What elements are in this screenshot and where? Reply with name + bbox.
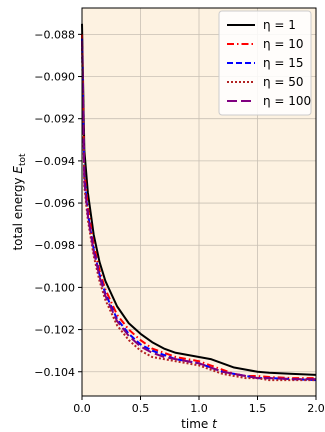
legend: η = 1 η = 10 η = 15 η = 50 η = 100 xyxy=(218,10,312,116)
y-tick-label-1: −0.090 xyxy=(34,71,75,84)
x-axis-variable: t xyxy=(212,417,218,431)
y-tick-label-8: −0.104 xyxy=(34,366,75,379)
legend-box xyxy=(218,10,312,116)
x-tick-label-3: 1.5 xyxy=(249,402,267,415)
legend-label-1: η = 10 xyxy=(263,37,304,51)
y-tick-label-4: −0.096 xyxy=(34,197,75,210)
legend-label-0: η = 1 xyxy=(263,18,296,32)
x-tick-label-4: 2.0 xyxy=(307,402,325,415)
y-tick-label-7: −0.102 xyxy=(34,324,75,337)
y-axis-subscript: tot xyxy=(18,153,28,166)
y-axis-variable: E xyxy=(11,166,25,174)
legend-label-2: η = 15 xyxy=(263,56,304,70)
y-tick-label-6: −0.100 xyxy=(34,281,75,294)
legend-label-4: η = 100 xyxy=(263,94,311,108)
y-tick-label-2: −0.092 xyxy=(34,113,75,126)
ticks: 0.0 0.5 1.0 1.5 2.0 −0.088 −0.090 −0.092 −0.094 −… xyxy=(34,28,324,415)
y-tick-label-3: −0.094 xyxy=(34,155,75,168)
series-lines xyxy=(81,23,317,382)
x-tick-label-0: 0.0 xyxy=(73,402,91,415)
x-tick-label-1: 0.5 xyxy=(132,402,150,415)
x-tick-label-2: 1.0 xyxy=(190,402,208,415)
y-tick-label-0: −0.088 xyxy=(34,28,75,41)
x-axis-label: time t xyxy=(181,417,218,431)
series-line-0 xyxy=(81,23,317,376)
y-tick-label-5: −0.098 xyxy=(34,239,75,252)
y-axis-label: total energy Etot xyxy=(11,153,28,251)
series-line-4 xyxy=(81,40,316,381)
legend-label-3: η = 50 xyxy=(263,75,304,89)
